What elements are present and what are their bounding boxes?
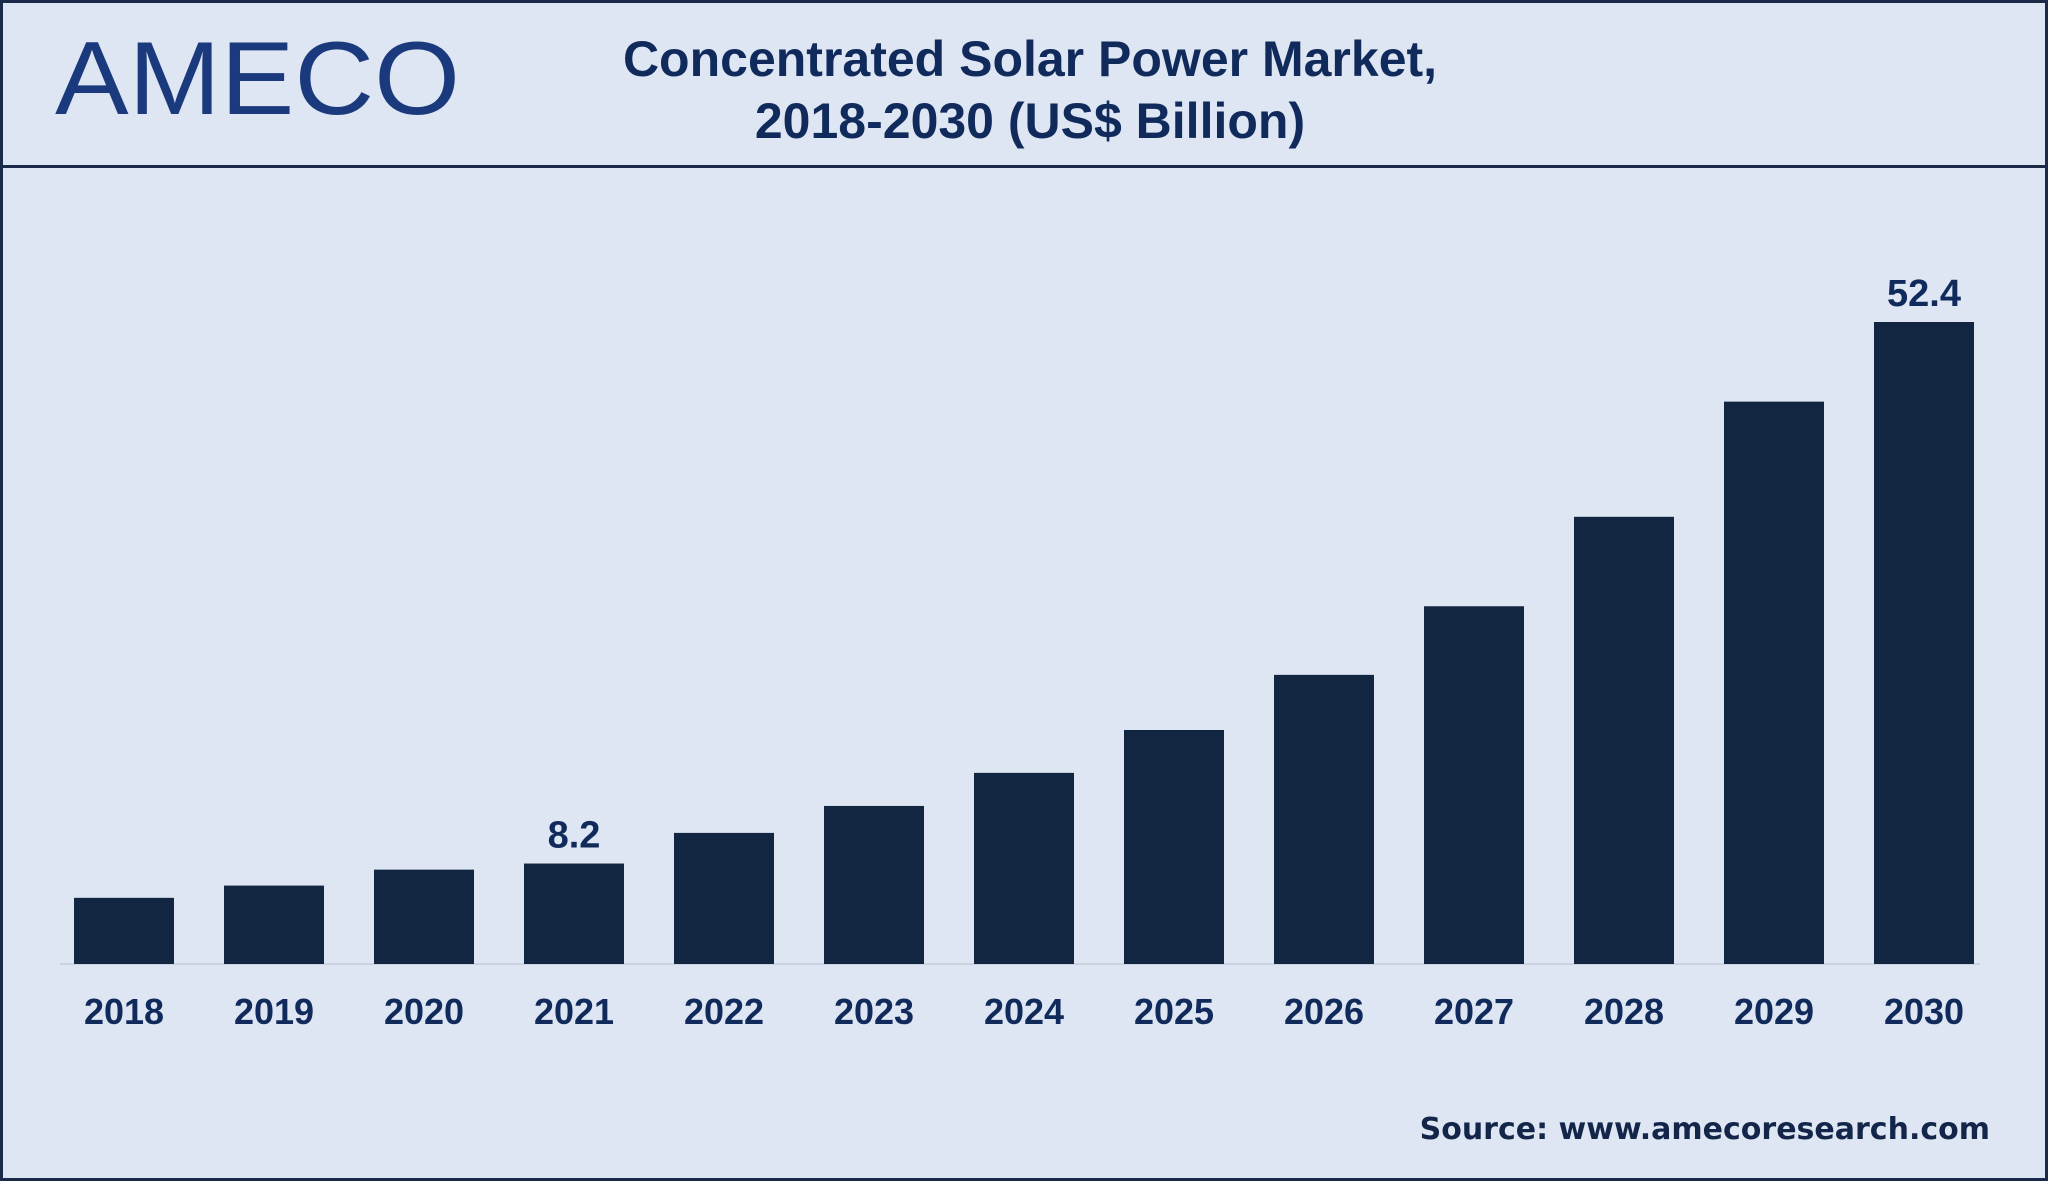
x-tick-label-2029: 2029 (1734, 991, 1814, 1032)
x-tick-label-2026: 2026 (1284, 991, 1364, 1032)
chart-title-block: Concentrated Solar Power Market, 2018-20… (480, 28, 1580, 152)
bar-2018 (74, 897, 174, 964)
x-tick-label-2027: 2027 (1434, 991, 1514, 1032)
ameco-logo: AMECO (55, 28, 460, 128)
data-label-2030: 52.4 (1887, 273, 1961, 315)
data-label-2021: 8.2 (548, 815, 601, 857)
header-divider (0, 165, 2048, 168)
bar-2025 (1124, 729, 1224, 964)
x-tick-label-2021: 2021 (534, 991, 614, 1032)
bar-2029 (1724, 401, 1824, 964)
bar-2028 (1574, 516, 1674, 964)
bar-2022 (674, 832, 774, 964)
x-tick-label-2022: 2022 (684, 991, 764, 1032)
bar-2026 (1274, 674, 1374, 964)
x-tick-label-2025: 2025 (1134, 991, 1214, 1032)
bar-2023 (824, 805, 924, 964)
x-tick-label-2018: 2018 (84, 991, 164, 1032)
bar-2024 (974, 772, 1074, 964)
x-tick-label-2030: 2030 (1884, 991, 1964, 1032)
bar-2027 (1424, 606, 1524, 964)
bar-2030 (1874, 322, 1974, 964)
chart-title: Concentrated Solar Power Market, (622, 31, 1438, 87)
x-tick-label-2028: 2028 (1584, 991, 1664, 1032)
bar-2019 (224, 885, 324, 964)
source-note: Source: www.amecoresearch.com (1419, 1112, 1990, 1147)
x-tick-label-2020: 2020 (384, 991, 464, 1032)
x-tick-label-2019: 2019 (234, 991, 314, 1032)
bar-2020 (374, 869, 474, 964)
x-tick-label-2024: 2024 (984, 991, 1064, 1032)
chart-subtitle: 2018-2030 (US$ Billion) (754, 93, 1306, 149)
ameco-logo-text: AMECO (55, 28, 460, 128)
x-tick-label-2023: 2023 (834, 991, 914, 1032)
bar-2021 (524, 863, 624, 964)
